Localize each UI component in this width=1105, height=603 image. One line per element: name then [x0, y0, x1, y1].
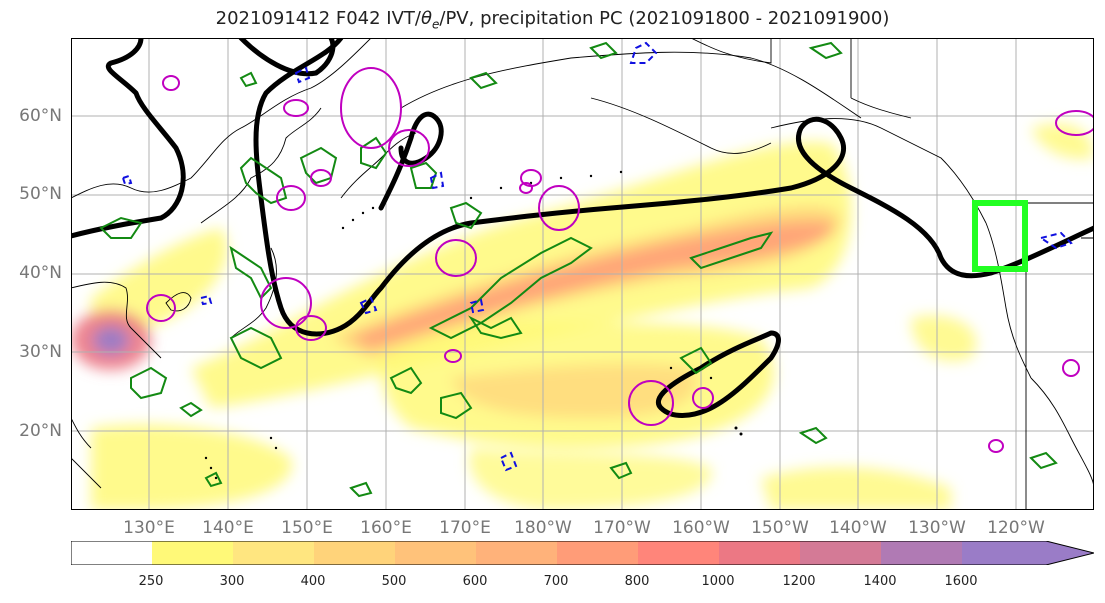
colorbar-tick-250: 250 — [138, 574, 164, 589]
lon-label-160e: 160°E — [360, 518, 412, 538]
blue-contours — [121, 41, 1073, 472]
colorbar-segment-11 — [962, 541, 1046, 565]
colorbar-segment-10 — [881, 541, 962, 565]
lon-label-120w: 120°W — [987, 518, 1045, 538]
lat-label-50n: 50°N — [19, 184, 62, 204]
title-theta: θ — [420, 8, 432, 29]
lon-label-160w: 160°W — [672, 518, 730, 538]
map-panel — [71, 38, 1094, 510]
lon-label-150w: 150°W — [751, 518, 809, 538]
island-chains — [204, 170, 743, 480]
lat-label-40n: 40°N — [19, 263, 62, 283]
target-region-box — [972, 200, 1028, 272]
green-contours — [99, 41, 1058, 498]
colorbar-tick-600: 600 — [462, 574, 488, 589]
lon-label-170w: 170°W — [593, 518, 651, 538]
lon-label-140w: 140°W — [829, 518, 887, 538]
colorbar-segment-6 — [557, 541, 638, 565]
lon-label-170e: 170°E — [439, 518, 491, 538]
colorbar-tick-1600: 1600 — [944, 574, 978, 589]
colorbar-extend-arrow — [1046, 541, 1094, 565]
title-suffix: /PV, precipitation PC (2021091800 - 2021… — [439, 8, 890, 29]
colorbar-segment-3 — [314, 541, 395, 565]
colorbar — [71, 541, 1094, 565]
lon-label-180w: 180°W — [514, 518, 572, 538]
colorbar-segment-1 — [152, 541, 233, 565]
title-theta-sub: e — [432, 17, 440, 32]
black-contours — [71, 38, 1094, 418]
colorbar-segment-2 — [233, 541, 314, 565]
magenta-contours — [146, 67, 1094, 453]
lon-label-140e: 140°E — [202, 518, 254, 538]
colorbar-tick-800: 800 — [624, 574, 650, 589]
colorbar-tick-1000: 1000 — [701, 574, 735, 589]
colorbar-segment-4 — [395, 541, 476, 565]
colorbar-tick-1200: 1200 — [782, 574, 816, 589]
lat-label-20n: 20°N — [19, 421, 62, 441]
lat-label-30n: 30°N — [19, 342, 62, 362]
lon-label-150e: 150°E — [281, 518, 333, 538]
colorbar-segment-8 — [719, 541, 800, 565]
map-title: 2021091412 F042 IVT/θe/PV, precipitation… — [0, 8, 1105, 32]
colorbar-segment-9 — [800, 541, 881, 565]
colorbar-segment-0 — [71, 541, 152, 565]
colorbar-tick-700: 700 — [543, 574, 569, 589]
colorbar-segment-7 — [638, 541, 719, 565]
colorbar-tick-500: 500 — [381, 574, 407, 589]
lat-label-60n: 60°N — [19, 106, 62, 126]
colorbar-tick-400: 400 — [300, 574, 326, 589]
colorbar-tick-1400: 1400 — [863, 574, 897, 589]
ivt-shading — [71, 123, 1094, 510]
colorbar-tick-300: 300 — [219, 574, 245, 589]
grid-lines — [71, 38, 1094, 510]
title-prefix: 2021091412 F042 IVT/ — [215, 8, 421, 29]
lon-label-130e: 130°E — [123, 518, 175, 538]
lon-label-130w: 130°W — [908, 518, 966, 538]
colorbar-segment-5 — [476, 541, 557, 565]
